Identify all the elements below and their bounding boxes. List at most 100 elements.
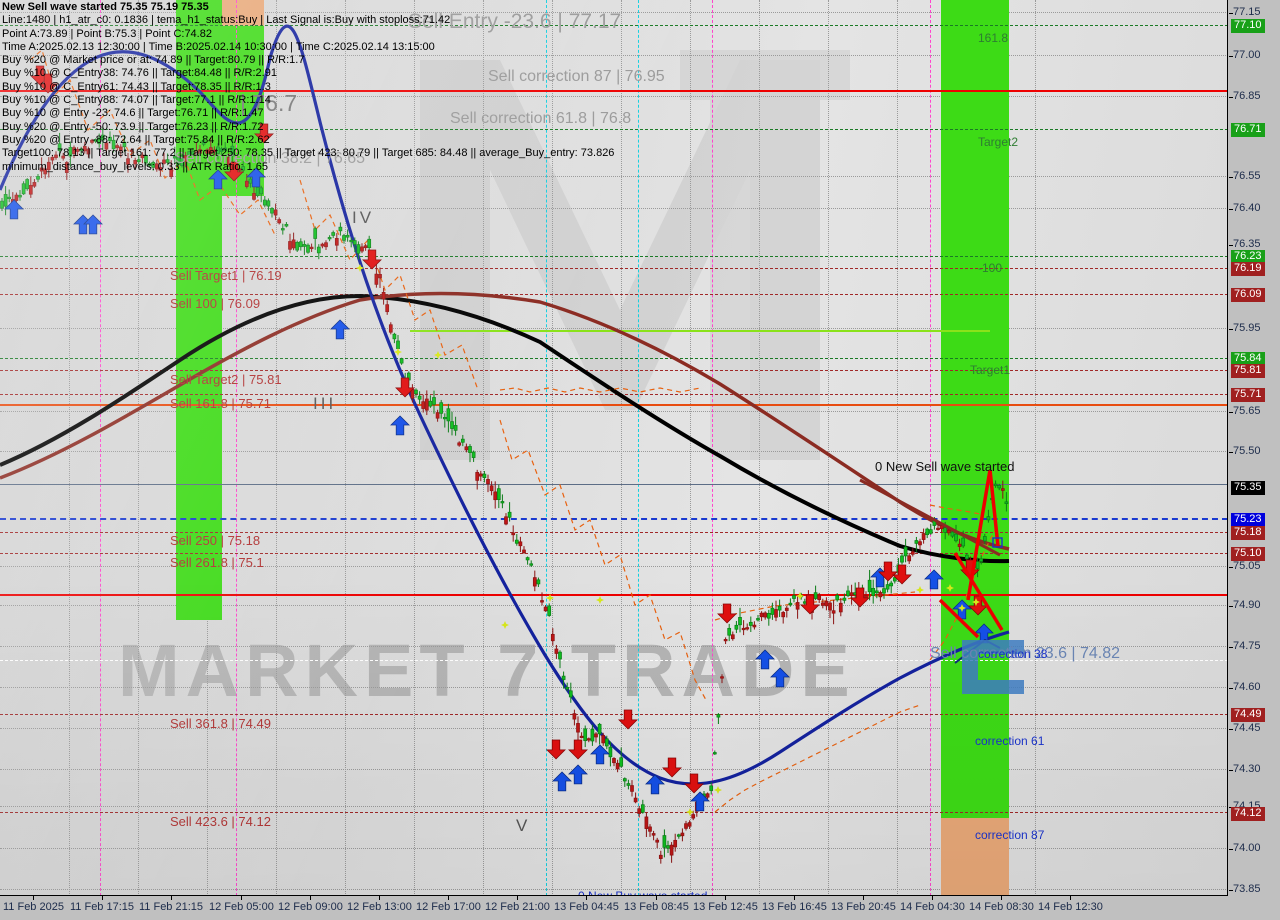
chart-plot-area[interactable]: MARKET 7 TRADE bbox=[0, 0, 1228, 896]
chart-annotation: Sell correction 87 | 76.95 bbox=[488, 68, 665, 85]
chart-annotation: correction 87 bbox=[975, 828, 1045, 842]
price-tick-label: 76.40 bbox=[1233, 202, 1261, 214]
time-tick: 13 Feb 20:45 bbox=[831, 896, 896, 913]
time-tick-label: 14 Feb 08:30 bbox=[969, 901, 1034, 913]
price-tag-red[interactable]: 75.10 bbox=[1231, 547, 1265, 561]
time-axis[interactable]: 11 Feb 2025 11 Feb 17:15 11 Feb 21:15 12 Fe… bbox=[0, 896, 1228, 920]
time-tick-label: 13 Feb 20:45 bbox=[831, 901, 896, 913]
chart-annotation: Target2 bbox=[978, 135, 1019, 149]
price-tag-red[interactable]: 74.49 bbox=[1231, 708, 1265, 722]
time-tick-label: 11 Feb 17:15 bbox=[70, 901, 135, 913]
sell-arrow-icon bbox=[362, 249, 382, 270]
level-line-dash-red bbox=[0, 714, 1227, 715]
chart-annotation: Sell 423.6 | 74.12 bbox=[170, 814, 271, 829]
price-tick: 77.15 bbox=[1229, 6, 1261, 18]
buy-arrow-icon bbox=[690, 791, 710, 812]
level-line-solid-red bbox=[0, 594, 1227, 596]
session-separator bbox=[546, 0, 547, 895]
info-panel-line: Buy %10 @ Entry -23: 74.6 || Target:76.7… bbox=[2, 107, 264, 120]
buy-arrow-icon bbox=[755, 649, 775, 670]
time-tick: 12 Feb 05:00 bbox=[209, 896, 274, 913]
signal-star-icon bbox=[916, 586, 924, 594]
buy-arrow-icon bbox=[330, 319, 350, 340]
time-tick: 12 Feb 21:00 bbox=[485, 896, 550, 913]
info-panel-line: Buy %20 @ Market price or at: 74.89 || T… bbox=[2, 54, 305, 67]
price-tag-red[interactable]: 75.18 bbox=[1231, 526, 1265, 540]
chart-annotation: 0 New Buy wave started bbox=[578, 889, 708, 896]
chart-annotation: Sell Target2 | 75.81 bbox=[170, 372, 282, 387]
chart-annotation: V bbox=[516, 816, 531, 835]
price-tag-red[interactable]: 76.19 bbox=[1231, 262, 1265, 276]
highlight-zone-orange bbox=[941, 818, 1009, 895]
level-line-dash-green bbox=[0, 129, 1227, 130]
price-tick: 75.65 bbox=[1229, 405, 1261, 417]
ma-black-line bbox=[0, 293, 1010, 564]
price-tick: 76.35 bbox=[1229, 238, 1261, 250]
signal-star-icon bbox=[946, 584, 954, 592]
chart-annotation: Sell 161.8 | 75.71 bbox=[170, 396, 271, 411]
price-tag-black[interactable]: 75.35 bbox=[1231, 481, 1265, 495]
price-tick-label: 75.05 bbox=[1233, 560, 1261, 572]
sell-arrow-icon bbox=[892, 564, 912, 585]
price-tag-green[interactable]: 76.71 bbox=[1231, 123, 1265, 137]
signal-star-icon bbox=[796, 592, 804, 600]
buy-arrow-icon bbox=[924, 569, 944, 590]
price-tick-label: 75.95 bbox=[1233, 322, 1261, 334]
level-line-dash-green bbox=[0, 358, 1227, 359]
time-tick: 12 Feb 17:00 bbox=[416, 896, 481, 913]
price-tick-label: 74.90 bbox=[1233, 599, 1261, 611]
time-tick-label: 14 Feb 12:30 bbox=[1038, 901, 1103, 913]
sell-arrow-icon bbox=[960, 559, 980, 580]
time-tick-label: 12 Feb 09:00 bbox=[278, 901, 343, 913]
highlight-zone-orange bbox=[222, 0, 264, 26]
info-panel: New Sell wave started 75.35 75.19 75.35 L… bbox=[2, 1, 614, 174]
info-panel-line: Point A:73.89 | Point B:75.3 | Point C:7… bbox=[2, 27, 212, 40]
price-tag-green[interactable]: 76.23 bbox=[1231, 250, 1265, 264]
price-tick: 74.90 bbox=[1229, 599, 1261, 611]
price-tick-label: 74.00 bbox=[1233, 842, 1261, 854]
chart-annotation: correction 61 bbox=[975, 734, 1045, 748]
time-tick: 14 Feb 08:30 bbox=[969, 896, 1034, 913]
price-tag-blue[interactable]: 75.23 bbox=[1231, 513, 1265, 527]
price-axis[interactable]: 77.15 77.00 76.85 76.55 76.40 76.35 75.95 75.65… bbox=[1229, 0, 1280, 896]
price-tag-green[interactable]: 75.84 bbox=[1231, 352, 1265, 366]
price-tick-label: 74.30 bbox=[1233, 763, 1261, 775]
time-tick: 12 Feb 09:00 bbox=[278, 896, 343, 913]
price-tick-label: 75.50 bbox=[1233, 445, 1261, 457]
info-panel-line: Buy %10 @ C_Entry61: 74.43 || Target:78.… bbox=[2, 80, 271, 93]
price-tag-green[interactable]: 77.10 bbox=[1231, 19, 1265, 33]
sell-arrow-icon bbox=[878, 561, 898, 582]
level-line-solid-lime bbox=[410, 330, 990, 332]
signal-star-icon bbox=[394, 348, 402, 356]
buy-arrow-icon bbox=[568, 764, 588, 785]
price-tick: 74.30 bbox=[1229, 763, 1261, 775]
price-tick: 76.40 bbox=[1229, 202, 1261, 214]
session-separator bbox=[638, 0, 639, 895]
time-tick-label: 13 Feb 16:45 bbox=[762, 901, 827, 913]
session-separator bbox=[930, 0, 931, 895]
chart-annotation: Sell 261.8 | 75.1 bbox=[170, 555, 264, 570]
price-tick: 74.60 bbox=[1229, 681, 1261, 693]
sell-arrow-icon bbox=[684, 773, 704, 794]
level-line-dash-green bbox=[0, 256, 1227, 257]
time-tick-label: 12 Feb 17:00 bbox=[416, 901, 481, 913]
time-tick-label: 13 Feb 04:45 bbox=[554, 901, 619, 913]
time-tick-label: 14 Feb 04:30 bbox=[900, 901, 965, 913]
price-tag-red[interactable]: 75.71 bbox=[1231, 388, 1265, 402]
price-tag-red[interactable]: 75.81 bbox=[1231, 364, 1265, 378]
price-tag-red[interactable]: 74.12 bbox=[1231, 807, 1265, 821]
chart-annotation: Sell 250 | 75.18 bbox=[170, 533, 261, 548]
time-tick-label: 12 Feb 13:00 bbox=[347, 901, 412, 913]
time-tick: 13 Feb 12:45 bbox=[693, 896, 758, 913]
time-tick: 14 Feb 12:30 bbox=[1038, 896, 1103, 913]
time-tick: 11 Feb 2025 bbox=[3, 896, 64, 913]
price-tick-label: 74.60 bbox=[1233, 681, 1261, 693]
sell-arrow-icon bbox=[662, 757, 682, 778]
price-tick-label: 76.85 bbox=[1233, 90, 1261, 102]
session-separator bbox=[712, 0, 713, 895]
price-tick-label: 77.00 bbox=[1233, 49, 1261, 61]
price-tick-label: 77.15 bbox=[1233, 6, 1261, 18]
price-tag-red[interactable]: 76.09 bbox=[1231, 288, 1265, 302]
signal-star-icon bbox=[686, 808, 694, 816]
